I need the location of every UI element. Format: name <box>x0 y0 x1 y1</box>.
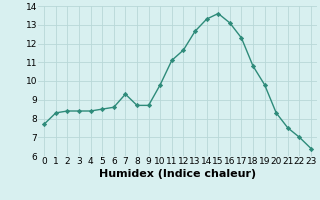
X-axis label: Humidex (Indice chaleur): Humidex (Indice chaleur) <box>99 169 256 179</box>
